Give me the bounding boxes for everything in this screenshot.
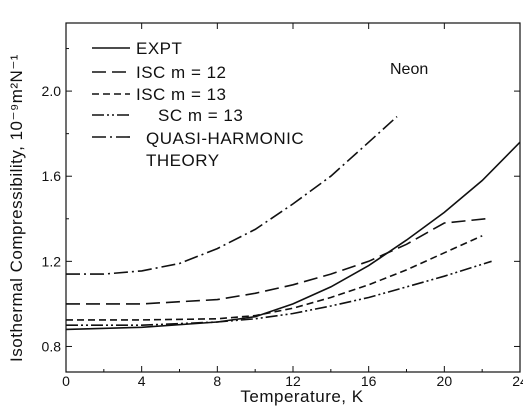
series-line-isc-m-12 (66, 218, 486, 305)
x-tick-label: 20 (437, 373, 453, 389)
legend-label-isc-m13: ISC m = 13 (136, 85, 227, 104)
series-line-expt (65, 141, 521, 331)
legend-label-isc-m12: ISC m = 12 (136, 63, 227, 82)
legend-label-theory: THEORY (146, 151, 220, 170)
legend: EXPT ISC m = 12 ISC m = 13 SC m = 13 QUA… (92, 39, 304, 170)
y-tick-label: 1.2 (42, 253, 62, 269)
legend-label-sc-m13: SC m = 13 (158, 106, 243, 125)
series-layer (65, 116, 521, 331)
x-tick-label: 24 (512, 373, 523, 389)
y-tick-label: 2.0 (42, 83, 62, 99)
x-tick-label: 4 (138, 373, 146, 389)
chart-annotation: Neon (390, 61, 428, 78)
legend-label-quasi-harmonic: QUASI-HARMONIC (146, 129, 304, 148)
series-line-isc-m-13 (66, 235, 483, 321)
axis-ticks (65, 23, 521, 372)
x-tick-label: 8 (213, 373, 221, 389)
x-tick-label: 0 (62, 373, 70, 389)
x-tick-label: 12 (285, 373, 301, 389)
series-line-quasi-harmonic-theory (66, 116, 398, 275)
x-tick-labels: 0 4 8 12 16 20 24 (62, 373, 523, 389)
y-tick-label: 1.6 (42, 168, 62, 184)
x-axis-title: Temperature, K (240, 387, 363, 406)
y-tick-labels: 0.8 1.2 1.6 2.0 (42, 83, 62, 354)
y-tick-label: 0.8 (42, 338, 62, 354)
legend-label-expt: EXPT (136, 39, 182, 58)
series-line-sc-m-13 (66, 260, 492, 326)
y-axis-title: Isothermal Compressibility, 10⁻⁹m²N⁻¹ (7, 54, 26, 362)
x-tick-label: 16 (361, 373, 377, 389)
